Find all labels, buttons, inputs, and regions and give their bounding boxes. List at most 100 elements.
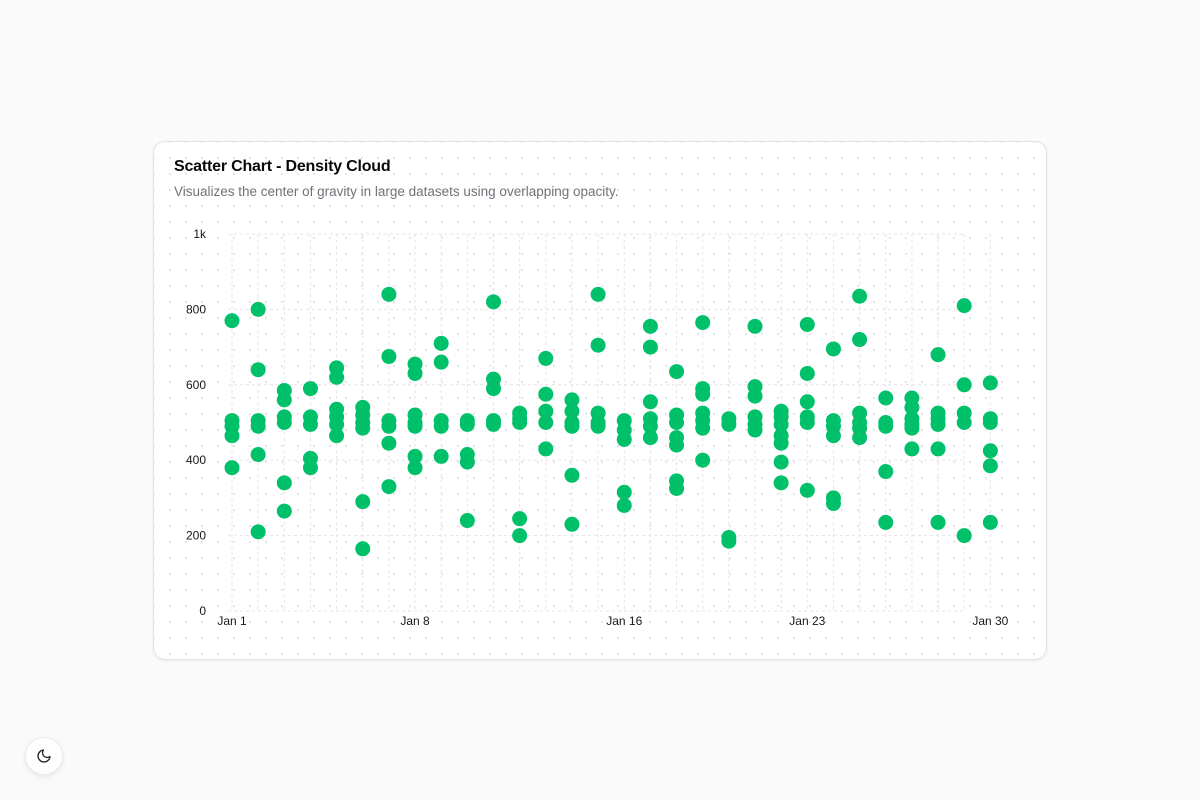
data-point xyxy=(669,480,685,496)
data-point xyxy=(773,475,789,491)
data-point xyxy=(590,418,606,434)
data-point xyxy=(433,418,449,434)
data-point xyxy=(459,513,475,529)
x-tick-label: Jan 30 xyxy=(972,614,1008,628)
data-point xyxy=(878,514,894,530)
data-point xyxy=(773,435,789,451)
data-point xyxy=(930,347,946,363)
data-point xyxy=(747,318,763,334)
data-point xyxy=(564,467,580,483)
data-point xyxy=(564,516,580,532)
data-point xyxy=(982,443,998,459)
scatter-chart: 0 200 400 600 800 1k Jan 1 Jan 8 Jan 16 Jan 23 Jan… xyxy=(186,227,1009,628)
data-point xyxy=(250,301,266,317)
data-point xyxy=(982,458,998,474)
data-point xyxy=(512,528,528,544)
data-point xyxy=(381,286,397,302)
data-point xyxy=(904,441,920,457)
data-point xyxy=(590,337,606,353)
data-point xyxy=(930,416,946,432)
data-point xyxy=(329,428,345,444)
data-point xyxy=(538,386,554,402)
points-layer xyxy=(224,286,998,557)
data-point xyxy=(878,390,894,406)
data-point xyxy=(302,460,318,476)
data-point xyxy=(642,339,658,355)
x-tick-label: Jan 1 xyxy=(217,614,247,628)
chart-card: Scatter Chart - Density Cloud Visualizes… xyxy=(153,141,1047,660)
data-point xyxy=(904,420,920,436)
data-point xyxy=(616,431,632,447)
y-tick-label: 1k xyxy=(193,227,207,241)
data-point xyxy=(695,420,711,436)
data-point xyxy=(747,388,763,404)
y-tick-label: 800 xyxy=(186,302,206,316)
data-point xyxy=(329,369,345,385)
data-point xyxy=(250,362,266,378)
data-point xyxy=(825,341,841,357)
data-point xyxy=(564,403,580,419)
theme-toggle-button[interactable] xyxy=(25,737,63,775)
data-point xyxy=(669,437,685,453)
data-point xyxy=(433,354,449,370)
data-point xyxy=(982,514,998,530)
data-point xyxy=(250,447,266,463)
data-point xyxy=(512,415,528,430)
data-point xyxy=(276,475,292,491)
y-tick-label: 0 xyxy=(199,604,206,618)
data-point xyxy=(825,496,841,512)
data-point xyxy=(956,415,972,430)
data-point xyxy=(852,332,868,348)
data-point xyxy=(355,420,371,436)
data-point xyxy=(276,503,292,519)
data-point xyxy=(250,418,266,434)
data-point xyxy=(355,494,371,510)
data-point xyxy=(355,541,371,557)
data-point xyxy=(276,392,292,408)
data-point xyxy=(852,288,868,304)
data-point xyxy=(538,441,554,457)
data-point xyxy=(904,399,920,415)
data-point xyxy=(564,392,580,408)
data-point xyxy=(486,416,501,432)
data-point xyxy=(381,435,397,451)
data-point xyxy=(878,418,894,434)
data-point xyxy=(669,415,685,430)
chart-title: Scatter Chart - Density Cloud xyxy=(174,158,391,175)
data-point xyxy=(773,416,789,432)
data-point xyxy=(852,430,868,446)
data-point xyxy=(930,514,946,530)
data-point xyxy=(956,298,972,314)
data-point xyxy=(459,454,475,470)
data-point xyxy=(407,460,423,476)
data-point xyxy=(773,454,789,470)
y-tick-label: 200 xyxy=(186,529,206,543)
data-point xyxy=(538,415,554,430)
data-point xyxy=(407,418,423,434)
chart-subtitle: Visualizes the center of gravity in larg… xyxy=(174,184,619,199)
data-point xyxy=(825,428,841,444)
data-point xyxy=(329,416,345,432)
data-point xyxy=(982,375,998,391)
data-point xyxy=(486,294,501,310)
data-point xyxy=(799,482,815,498)
data-point xyxy=(433,335,449,351)
data-point xyxy=(695,386,711,402)
data-point xyxy=(721,416,737,432)
data-point xyxy=(276,415,292,430)
data-point xyxy=(538,403,554,419)
data-point xyxy=(747,422,763,438)
data-point xyxy=(433,448,449,464)
data-point xyxy=(982,415,998,430)
data-point xyxy=(642,418,658,434)
data-point xyxy=(642,394,658,410)
data-point xyxy=(799,394,815,410)
data-point xyxy=(486,381,501,397)
data-point xyxy=(930,441,946,457)
data-point xyxy=(302,416,318,432)
data-point xyxy=(616,484,632,500)
x-tick-label: Jan 8 xyxy=(400,614,430,628)
data-point xyxy=(250,524,266,540)
data-point xyxy=(381,479,397,495)
y-tick-label: 400 xyxy=(186,453,206,467)
